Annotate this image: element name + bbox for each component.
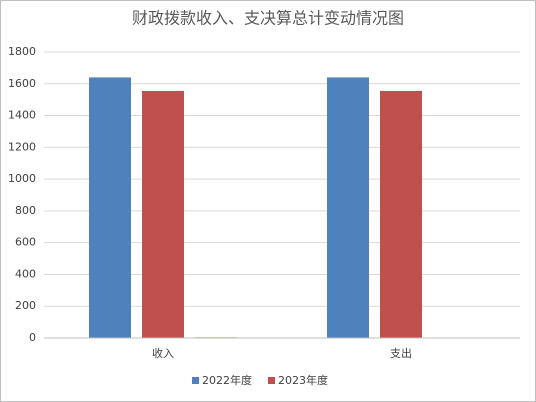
y-tick-label: 1000 (8, 172, 36, 185)
bar (327, 77, 369, 338)
y-tick-label: 1200 (8, 140, 36, 153)
bar (380, 90, 422, 338)
legend-label: 2022年度 (202, 373, 252, 387)
chart-title: 财政拨款收入、支决算总计变动情况图 (132, 9, 404, 28)
x-tick-label: 支出 (390, 346, 412, 360)
bar (142, 90, 184, 338)
bar (89, 77, 131, 338)
y-tick-label: 800 (15, 204, 36, 217)
y-tick-label: 0 (29, 331, 36, 344)
legend-swatch (268, 377, 275, 384)
y-tick-label: 200 (15, 299, 36, 312)
y-tick-label: 1600 (8, 77, 36, 90)
x-tick-label: 收入 (152, 346, 174, 360)
y-tick-label: 400 (15, 267, 36, 280)
legend-swatch (192, 377, 199, 384)
y-tick-label: 1400 (8, 109, 36, 122)
legend-label: 2023年度 (278, 373, 328, 387)
y-tick-label: 1800 (8, 45, 36, 58)
y-tick-label: 600 (15, 236, 36, 249)
